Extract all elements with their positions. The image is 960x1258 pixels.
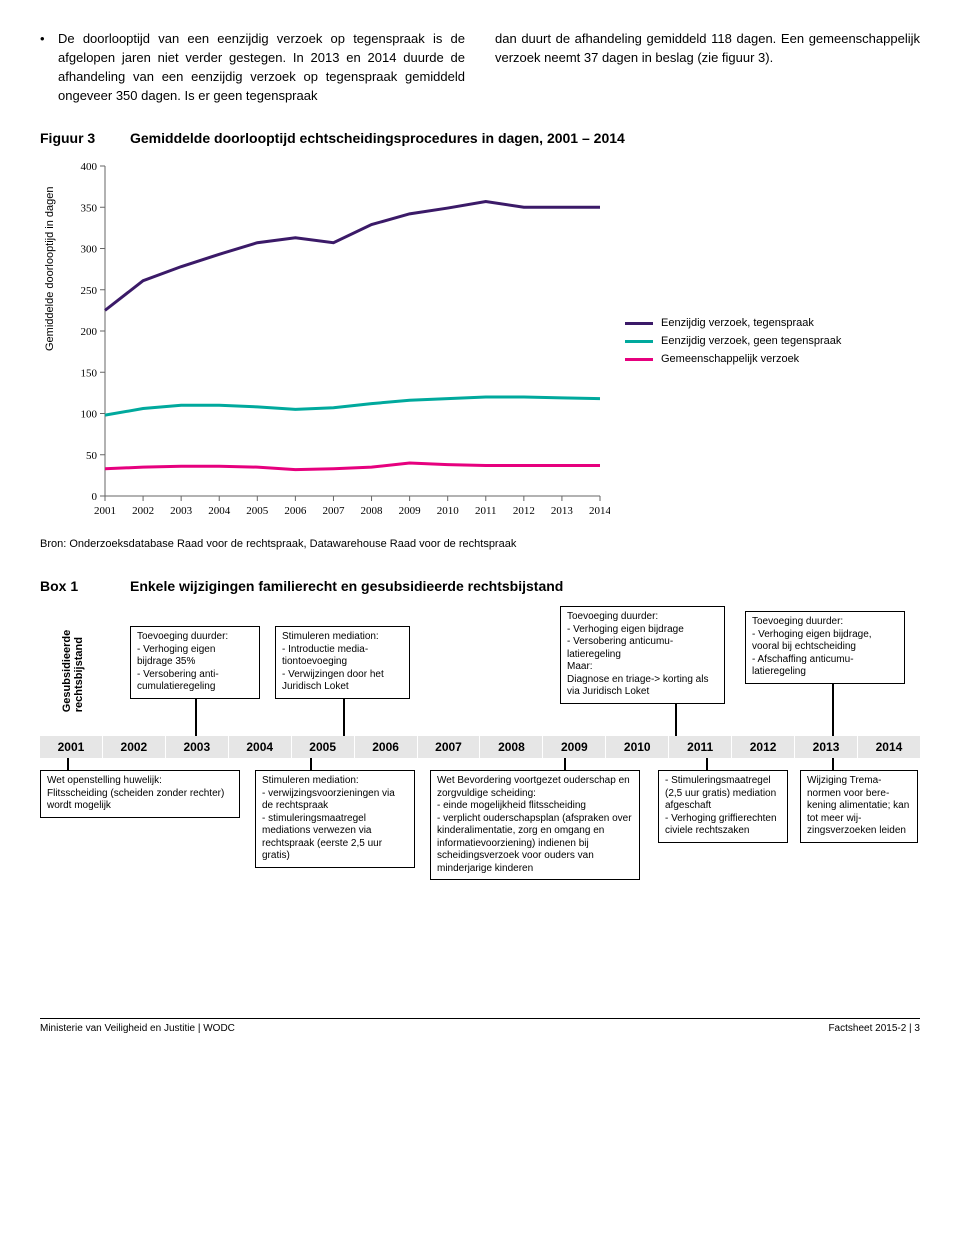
box1-timeline: Gesubsidieerderechtsbijstand Toevoeging … <box>40 606 920 938</box>
year-cell: 2004 <box>229 736 292 758</box>
svg-text:2004: 2004 <box>208 505 231 517</box>
figure3-chart: Gemiddelde doorlooptijd in dagen 0 50 100 1… <box>40 156 920 526</box>
timeline-tick <box>832 758 834 770</box>
legend-swatch <box>625 340 653 343</box>
svg-text:350: 350 <box>81 203 98 215</box>
intro-left-col: • De doorlooptijd van een eenzijdig verz… <box>40 30 465 105</box>
figure3-heading: Figuur 3 Gemiddelde doorlooptijd echtsch… <box>40 130 920 146</box>
year-cell: 2005 <box>292 736 355 758</box>
svg-text:2003: 2003 <box>170 505 193 517</box>
svg-text:2010: 2010 <box>437 505 460 517</box>
timeline-note-box: Toevoeging duurder:- Verhoging eigen bij… <box>130 626 260 699</box>
svg-text:50: 50 <box>86 450 98 462</box>
box1-title: Enkele wijzigingen familierecht en gesub… <box>130 578 920 594</box>
y-axis-label: Gemiddelde doorlooptijd in dagen <box>44 331 56 351</box>
timeline-note-box: Wet openstelling huwelijk:Flitsscheiding… <box>40 770 240 818</box>
timeline-note-box: Toevoeging duurder:- Verhoging eigen bij… <box>560 606 725 704</box>
svg-text:0: 0 <box>92 491 98 503</box>
svg-text:2008: 2008 <box>361 505 384 517</box>
svg-text:2009: 2009 <box>399 505 422 517</box>
footer-left: Ministerie van Veiligheid en Justitie | … <box>40 1023 235 1034</box>
intro-right-col: dan duurt de afhandeling gemiddeld 118 d… <box>495 30 920 105</box>
chart-legend: Eenzijdig verzoek, tegenspraak Eenzijdig … <box>625 311 841 371</box>
figure3-title: Gemiddelde doorlooptijd echtscheidingspr… <box>130 130 920 146</box>
box1-label: Box 1 <box>40 578 130 594</box>
year-cell: 2013 <box>795 736 858 758</box>
timeline-year-row: 2001200220032004200520062007200820092010… <box>40 736 920 758</box>
svg-text:150: 150 <box>81 368 98 380</box>
line-chart-svg: 0 50 100 150 200 250 300 350 400 2001 2002 2003 2004… <box>60 156 610 526</box>
timeline-note-box: Wijziging Trema­normen voor bere­kening … <box>800 770 918 843</box>
year-cell: 2001 <box>40 736 103 758</box>
year-cell: 2006 <box>355 736 418 758</box>
svg-text:250: 250 <box>81 285 98 297</box>
footer-right: Factsheet 2015-2 | 3 <box>828 1023 920 1034</box>
svg-text:200: 200 <box>81 326 98 338</box>
legend-item: Eenzijdig verzoek, geen tegenspraak <box>625 335 841 347</box>
timeline-note-box: Stimuleren mediation:- verwijzingsvoorzi… <box>255 770 415 868</box>
intro-right-text: dan duurt de afhandeling gemiddeld 118 d… <box>495 30 920 68</box>
timeline-tick <box>195 699 197 736</box>
intro-left-text: De doorlooptijd van een eenzijdig verzoe… <box>58 30 465 105</box>
svg-text:300: 300 <box>81 244 98 256</box>
year-cell: 2002 <box>103 736 166 758</box>
svg-text:2013: 2013 <box>551 505 574 517</box>
svg-text:400: 400 <box>81 161 98 173</box>
intro-paragraph: • De doorlooptijd van een eenzijdig verz… <box>40 30 920 105</box>
legend-label: Eenzijdig verzoek, tegenspraak <box>661 317 814 329</box>
legend-item: Eenzijdig verzoek, tegenspraak <box>625 317 841 329</box>
year-cell: 2010 <box>606 736 669 758</box>
year-cell: 2009 <box>543 736 606 758</box>
year-cell: 2014 <box>858 736 920 758</box>
legend-label: Eenzijdig verzoek, geen tegenspraak <box>661 335 841 347</box>
timeline-upper-row: Gesubsidieerderechtsbijstand Toevoeging … <box>40 606 920 736</box>
timeline-tick <box>310 758 312 770</box>
timeline-tick <box>675 704 677 736</box>
svg-text:2014: 2014 <box>589 505 610 517</box>
box1-heading: Box 1 Enkele wijzigingen familierecht en… <box>40 578 920 594</box>
timeline-tick <box>706 758 708 770</box>
year-cell: 2011 <box>669 736 732 758</box>
bullet-dot: • <box>40 30 58 105</box>
year-cell: 2012 <box>732 736 795 758</box>
legend-label: Gemeenschappelijk verzoek <box>661 353 799 365</box>
timeline-note-box: - Stimuleringsmaat­regel (2,5 uur gratis… <box>658 770 788 843</box>
timeline-tick <box>564 758 566 770</box>
svg-text:2012: 2012 <box>513 505 535 517</box>
svg-text:2006: 2006 <box>284 505 307 517</box>
figure3-label: Figuur 3 <box>40 130 130 146</box>
timeline-tick <box>832 684 834 736</box>
legend-swatch <box>625 358 653 361</box>
legend-item: Gemeenschappelijk verzoek <box>625 353 841 365</box>
timeline-note-box: Toevoeging duurder:- Verhoging eigen bij… <box>745 611 905 684</box>
svg-text:2011: 2011 <box>475 505 497 517</box>
figure3-source: Bron: Onderzoeksdatabase Raad voor de re… <box>40 538 920 550</box>
svg-text:2002: 2002 <box>132 505 154 517</box>
year-cell: 2007 <box>418 736 481 758</box>
svg-text:2005: 2005 <box>246 505 268 517</box>
svg-text:2007: 2007 <box>322 505 345 517</box>
svg-text:100: 100 <box>81 409 98 421</box>
timeline-side-label: Gesubsidieerderechtsbijstand <box>61 630 85 713</box>
svg-text:2001: 2001 <box>94 505 116 517</box>
timeline-note-box: Wet Bevordering voortgezet ouderschap en… <box>430 770 640 880</box>
legend-swatch <box>625 322 653 325</box>
year-cell: 2008 <box>480 736 543 758</box>
timeline-tick <box>67 758 69 770</box>
year-cell: 2003 <box>166 736 229 758</box>
timeline-tick <box>343 699 345 736</box>
page-footer: Ministerie van Veiligheid en Justitie | … <box>40 1018 920 1034</box>
timeline-lower-row: Wet openstelling huwelijk:Flitsscheiding… <box>40 758 920 938</box>
timeline-note-box: Stimuleren mediation:- Introductie media… <box>275 626 410 699</box>
